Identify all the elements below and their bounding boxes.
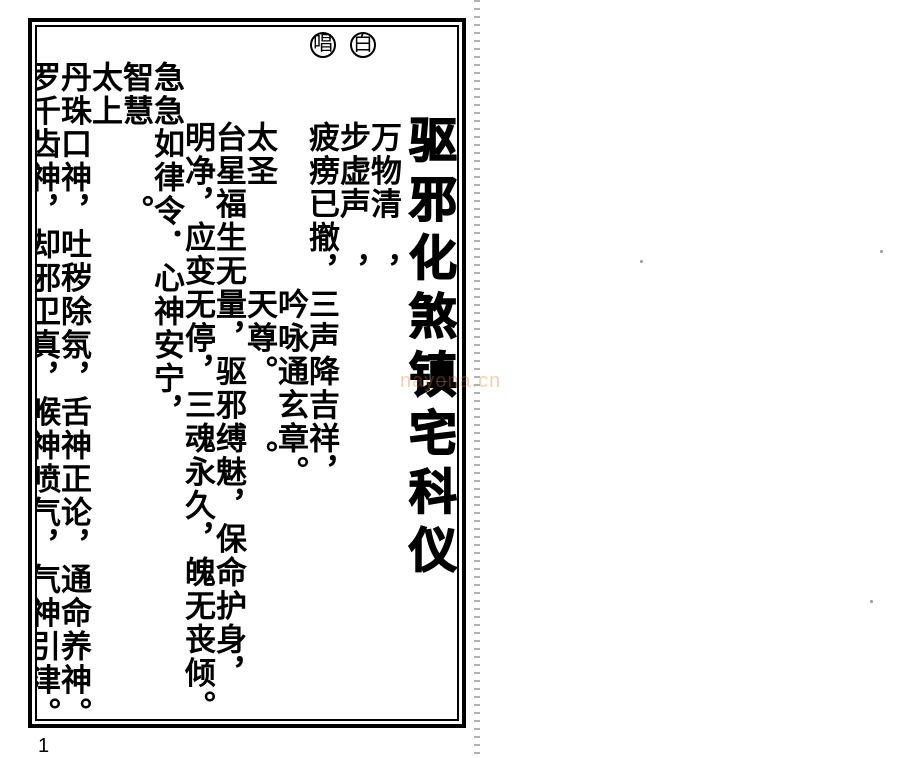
text-column-12: 罗千齿神，却邪卫真，喉神喷气，气神引津。 [35,33,58,721]
text-column-7: 明净，应变无停，三魂永久，魄无丧倾。 [182,33,213,721]
text-column-6: 台星福生无量，驱邪缚魅，保命护身， [213,33,244,721]
text-column-11: 丹珠口神，吐秽除氛，舌神正论，通命养神。 [58,33,89,721]
text-column-8: 急急如律令．心神安宁， [151,33,182,721]
watermark: nayona.cn [400,370,501,393]
text-column-2: 步虚声 ， [337,33,368,721]
text-column-4: 吟咏通玄章。 [275,33,306,721]
text-column-3: 疲痨已撤，三声降吉祥， [306,33,337,721]
text-column-10: 太上 [89,33,120,721]
scan-speck [870,600,873,603]
scan-speck [640,260,643,263]
text-column-9: 智慧 。 [120,33,151,721]
page-content: 驱邪化煞镇宅科仪 万物清 ， 步虚声 ， 疲痨已撤，三声降吉祥， 吟咏通玄章。 … [35,25,459,721]
text-column-5: 太圣 天尊。 。 [244,33,275,721]
text-column-1: 万物清 ， [368,33,399,721]
page-number: 1 [38,735,49,758]
scan-speck [880,250,883,253]
